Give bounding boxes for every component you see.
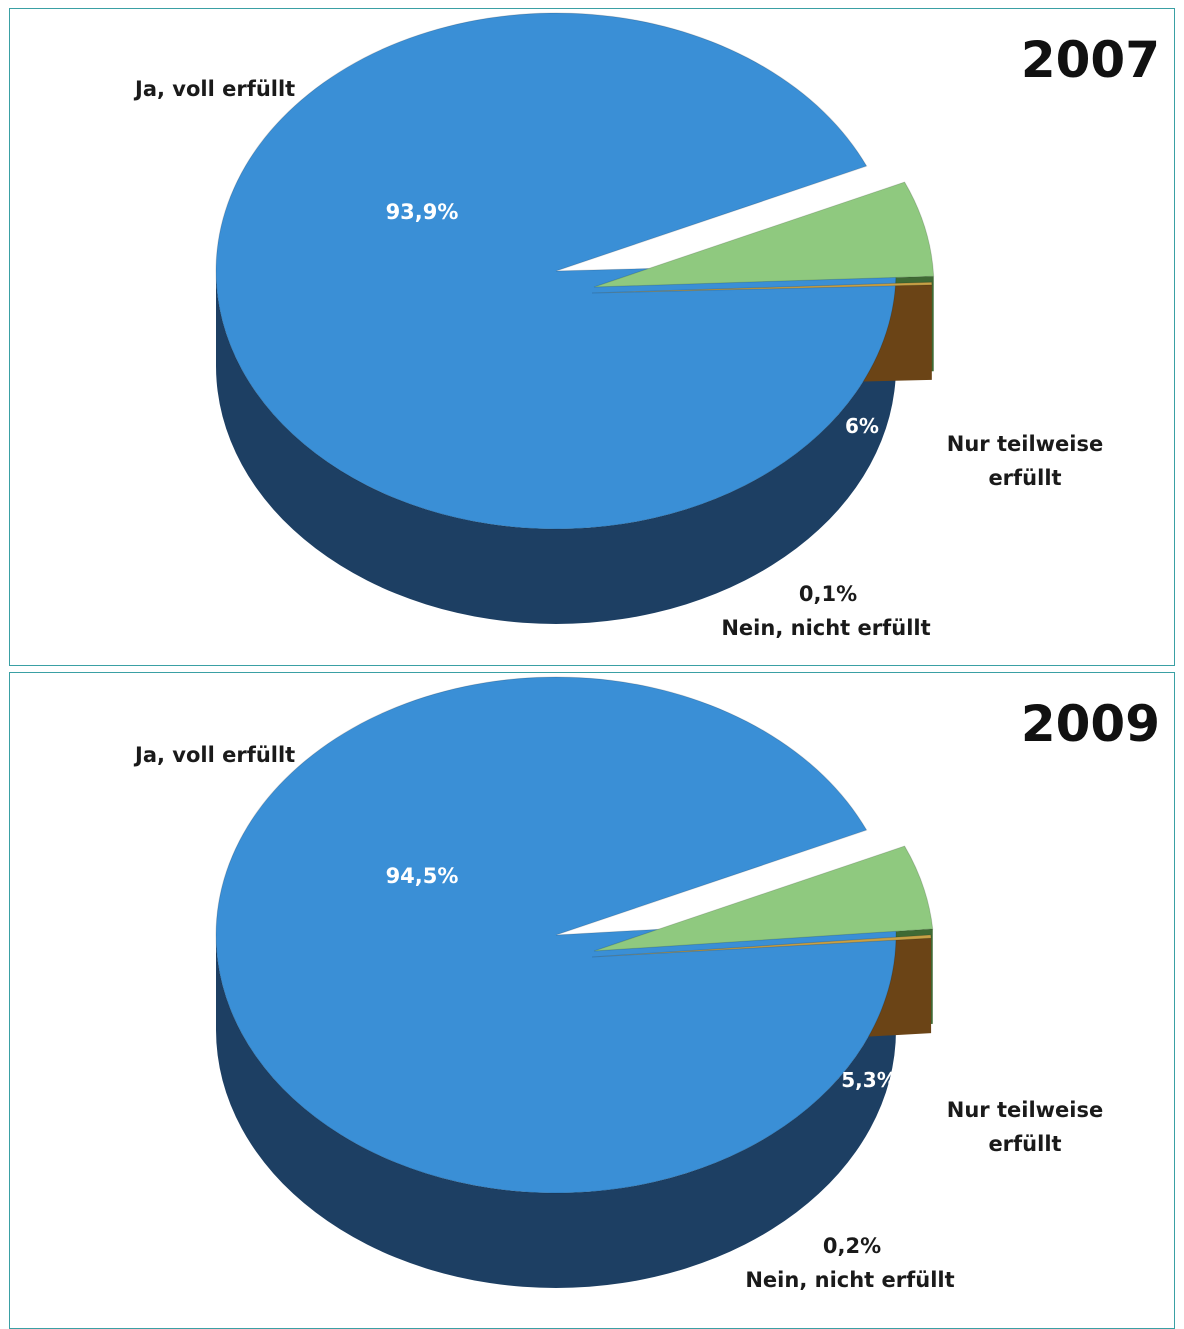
pie-chart-2009: 2009 Ja, voll erfüllt 94,5% 5,3% Nur tei…: [133, 676, 1160, 1292]
pie-slice-nein-2009: [591, 934, 932, 958]
value-label-nein-2007: 0,1%: [799, 582, 857, 606]
chart-panel-2007: 2007 Ja, voll erfüllt 93,9% 6% Nur teilw…: [9, 8, 1175, 666]
chart-panel-2009: 2009 Ja, voll erfüllt 94,5% 5,3% Nur tei…: [9, 672, 1175, 1329]
pie-side-ja-2007: [216, 271, 896, 624]
value-label-nein-2009: 0,2%: [823, 1234, 881, 1258]
label-nein-2009: Nein, nicht erfüllt: [745, 1268, 954, 1292]
label-teil-line2-2007: erfüllt: [988, 466, 1061, 490]
pie-slice-ja-2007: [215, 12, 897, 530]
label-ja-2009: Ja, voll erfüllt: [133, 743, 295, 767]
value-label-ja-2007: 93,9%: [386, 200, 459, 224]
value-label-teil-2007: 6%: [845, 414, 879, 438]
label-teil-line2-2009: erfüllt: [988, 1132, 1061, 1156]
label-teil-line1-2009: Nur teilweise: [947, 1098, 1103, 1122]
label-ja-2007: Ja, voll erfüllt: [133, 77, 295, 101]
value-label-teil-2009: 5,3%: [841, 1068, 896, 1092]
label-teil-line1-2007: Nur teilweise: [947, 432, 1103, 456]
value-label-ja-2009: 94,5%: [386, 864, 459, 888]
chart-title-2007: 2007: [1021, 31, 1160, 89]
pie-slice-teil-2007: [593, 181, 935, 288]
label-nein-2007: Nein, nicht erfüllt: [721, 616, 930, 640]
pie-slice-ja-2009: [215, 676, 897, 1194]
pie-slice-nein-2007: [591, 281, 933, 294]
pie-side-ja-2009: [216, 935, 896, 1288]
pie-slice-teil-2009: [593, 845, 934, 952]
chart-title-2009: 2009: [1021, 695, 1160, 753]
pie-chart-2007: 2007 Ja, voll erfüllt 93,9% 6% Nur teilw…: [133, 12, 1160, 640]
